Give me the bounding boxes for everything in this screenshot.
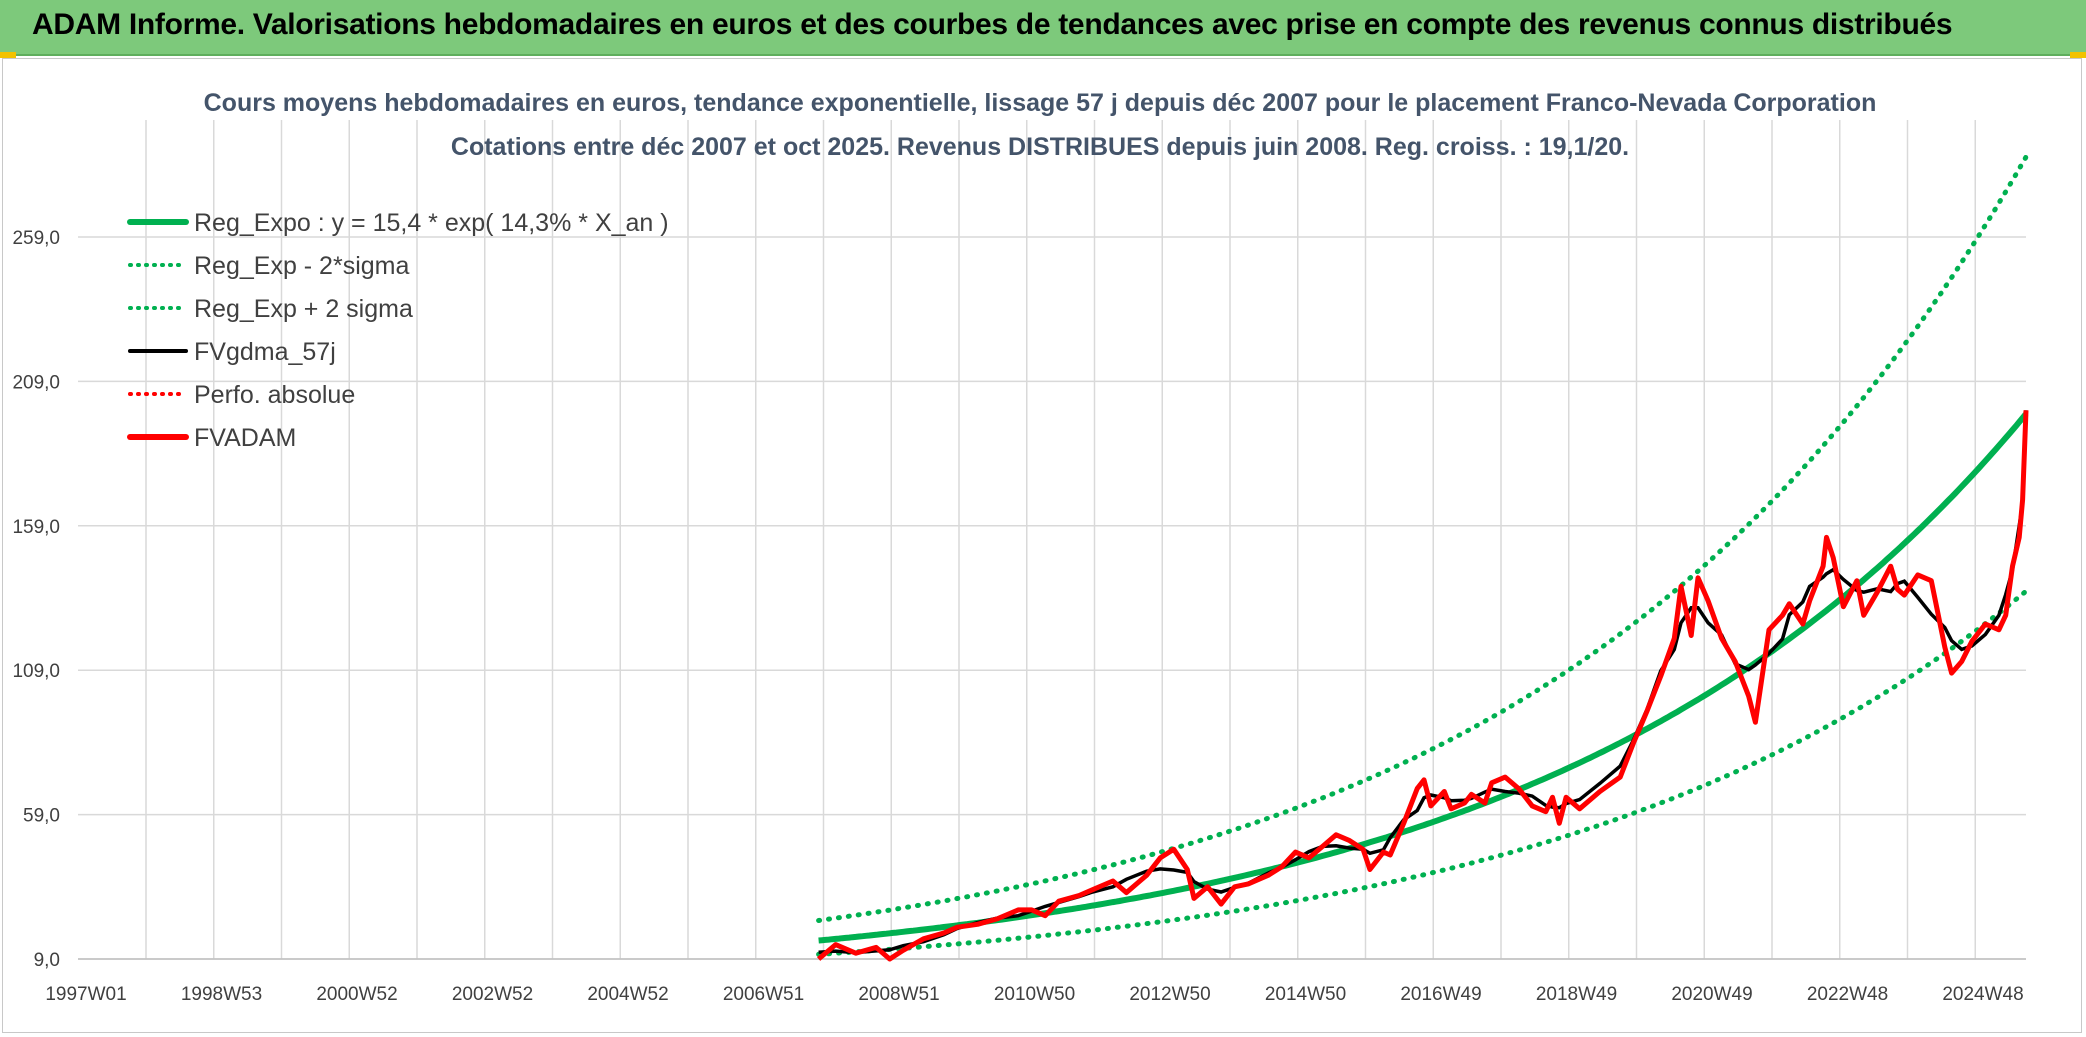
report-title: ADAM Informe. Valorisations hebdomadaire…: [32, 8, 1953, 41]
x-tick-label: 1998W53: [181, 984, 262, 1005]
x-tick-label: 1997W01: [45, 984, 126, 1005]
y-tick-label: 209,0: [12, 372, 60, 393]
corner-marker-left: [0, 52, 16, 58]
legend-label: Reg_Expo : y = 15,4 * exp( 14,3% * X_an …: [194, 209, 669, 237]
x-tick-label: 2018W49: [1536, 984, 1617, 1005]
x-tick-label: 2016W49: [1400, 984, 1481, 1005]
report-banner: ADAM Informe. Valorisations hebdomadaire…: [0, 0, 2086, 56]
x-tick-label: 2008W51: [858, 984, 939, 1005]
chart-frame: [2, 58, 2082, 1033]
fvadam-line: [816, 410, 2029, 962]
x-tick-label: 2006W51: [723, 984, 804, 1005]
y-axis-ticks: 9,0 59,0 109,0 159,0 209,0 259,0: [12, 228, 60, 971]
chart-title: Cours moyens hebdomadaires en euros, ten…: [204, 89, 1877, 117]
x-tick-label: 2020W49: [1671, 984, 1752, 1005]
legend-label: FVgdma_57j: [194, 338, 336, 366]
legend: Reg_Expo : y = 15,4 * exp( 14,3% * X_an …: [127, 209, 669, 452]
reg-upper-2sigma-line: [816, 154, 2029, 923]
x-axis-ticks: 1997W01 1998W53 2000W52 2002W52 2004W52 2006W…: [45, 984, 2023, 1005]
x-tick-label: 2022W48: [1807, 984, 1888, 1005]
y-tick-label: 259,0: [12, 228, 60, 249]
x-tick-label: 2000W52: [316, 984, 397, 1005]
x-tick-label: 2004W52: [587, 984, 668, 1005]
y-tick-label: 59,0: [23, 806, 60, 827]
reg-lower-2sigma-line: [816, 588, 2029, 957]
legend-label: Reg_Exp + 2 sigma: [194, 295, 413, 323]
legend-label: Perfo. absolue: [194, 381, 355, 409]
x-tick-label: 2014W50: [1265, 984, 1346, 1005]
plot-lines: [816, 154, 2029, 962]
x-tick-label: 2010W50: [994, 984, 1075, 1005]
reg-expo-line: [818, 411, 2029, 944]
x-tick-label: 2024W48: [1942, 984, 2023, 1005]
x-tick-label: 2002W52: [452, 984, 533, 1005]
x-tick-label: 2012W50: [1129, 984, 1210, 1005]
y-tick-label: 109,0: [12, 661, 60, 682]
grid: [78, 120, 2026, 960]
y-tick-label: 9,0: [34, 950, 60, 971]
fvgdma-57j-line: [818, 410, 2028, 955]
y-tick-label: 159,0: [12, 517, 60, 538]
legend-label: Reg_Exp - 2*sigma: [194, 252, 409, 280]
chart-subtitle: Cotations entre déc 2007 et oct 2025. Re…: [451, 133, 1629, 161]
legend-label: FVADAM: [194, 424, 296, 452]
corner-marker-right: [2070, 52, 2086, 58]
